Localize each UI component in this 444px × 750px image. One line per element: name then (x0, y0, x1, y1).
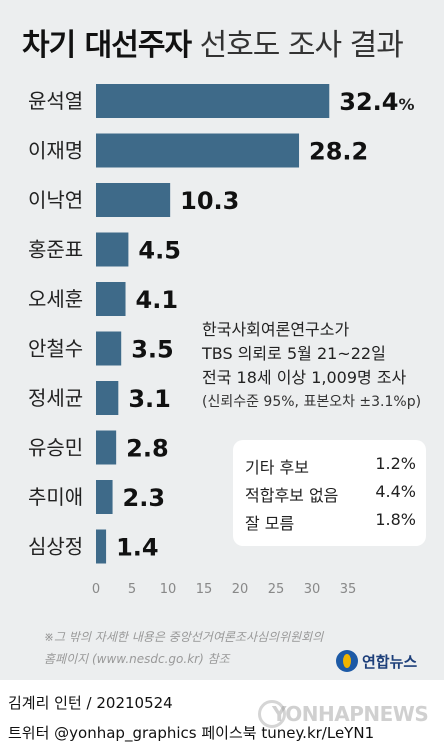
category-label: 추미애 (28, 485, 83, 509)
page-title: 차기 대선주자 선호도 조사 결과 (22, 20, 404, 64)
value-label: 3.1 (128, 385, 171, 413)
title-light: 선호도 조사 결과 (199, 28, 404, 63)
side-row-dontknow: 잘 모름 1.8% (245, 510, 416, 534)
note-line-3: 전국 18세 이상 1,009명 조사 (202, 368, 407, 387)
watermark: YONHAPNEWS (272, 702, 429, 726)
yonhap-logo-icon (336, 650, 358, 672)
side-value: 1.8% (375, 510, 416, 529)
credit-separator: / (81, 694, 97, 712)
other-responses-box: 기타 후보 1.2% 적합후보 없음 4.4% 잘 모름 1.8% (233, 440, 426, 546)
category-label: 유승민 (28, 436, 83, 460)
bar-chart: 윤석열 32.4% 이재명 28.2 이낙연 10.3 홍준표 4.5 오세훈 4.1 안철수 3.5… (28, 84, 415, 597)
note-line-1: 한국사회여론연구소가 (202, 320, 350, 339)
value-label: 2.8 (126, 435, 169, 463)
x-tick-label: 20 (232, 582, 249, 597)
side-row-other: 기타 후보 1.2% (245, 454, 416, 478)
credit-line: 김계리 인턴 / 20210524 (8, 692, 173, 713)
bar (96, 84, 330, 118)
category-label: 오세훈 (28, 287, 83, 311)
logo-text: 연합뉴스 (362, 652, 418, 671)
bar (96, 183, 171, 217)
category-label: 이낙연 (28, 188, 83, 212)
category-label: 홍준표 (28, 238, 83, 262)
credit-author: 김계리 인턴 (8, 694, 82, 712)
value-label: 2.3 (123, 484, 166, 512)
side-value: 1.2% (375, 454, 416, 473)
side-label: 기타 후보 (245, 458, 309, 477)
bar (96, 381, 119, 415)
source-line-2: 홈페이지 (www.nesdc.go.kr) 참조 (44, 652, 230, 666)
category-label: 심상정 (28, 535, 83, 559)
category-label: 이재명 (28, 139, 83, 163)
category-label: 안철수 (28, 337, 83, 361)
x-tick-label: 10 (160, 582, 177, 597)
x-tick-label: 0 (92, 582, 100, 597)
note-line-2: TBS 의뢰로 5월 21~22일 (202, 344, 386, 363)
survey-note: 한국사회여론연구소가 TBS 의뢰로 5월 21~22일 전국 18세 이상 1… (202, 318, 421, 414)
social-line: 트위터 @yonhap_graphics 페이스북 tuney.kr/LeYN1 (8, 724, 375, 742)
bar (96, 282, 126, 316)
source-note: ※그 밖의 자세한 내용은 중앙선거여론조사심의위원회의 홈페이지 (www.n… (44, 626, 323, 670)
x-tick-label: 15 (196, 582, 213, 597)
title-bold: 차기 대선주자 (22, 28, 192, 63)
x-tick-label: 35 (340, 582, 357, 597)
x-tick-label: 30 (304, 582, 321, 597)
bar (96, 331, 122, 366)
side-row-none: 적합후보 없음 4.4% (245, 482, 416, 506)
category-label: 윤석열 (28, 89, 83, 113)
side-label: 잘 모름 (245, 514, 295, 533)
value-label: 32.4% (339, 88, 414, 116)
percent-suffix: % (398, 95, 414, 114)
source-line-1: ※그 밖의 자세한 내용은 중앙선거여론조사심의위원회의 (44, 630, 324, 644)
side-value: 4.4% (375, 482, 416, 501)
value-label: 4.1 (136, 286, 179, 314)
note-line-4: (신뢰수준 95%, 표본오차 ±3.1%p) (202, 394, 422, 410)
value-label: 4.5 (138, 237, 181, 265)
x-tick-label: 25 (268, 582, 285, 597)
value-label: 28.2 (309, 138, 368, 166)
x-tick-label: 5 (128, 582, 136, 597)
bar (96, 232, 129, 267)
credit-date: 20210524 (96, 694, 173, 712)
bar (96, 480, 113, 514)
value-label: 1.4 (116, 534, 159, 562)
value-label: 3.5 (131, 336, 174, 364)
bar (96, 133, 300, 168)
bar (96, 529, 107, 564)
watermark-icon (258, 700, 286, 728)
category-label: 정세균 (28, 386, 83, 410)
yonhap-logo: 연합뉴스 (336, 650, 417, 672)
value-label: 10.3 (180, 187, 239, 215)
bar (96, 430, 117, 465)
side-label: 적합후보 없음 (245, 486, 339, 505)
